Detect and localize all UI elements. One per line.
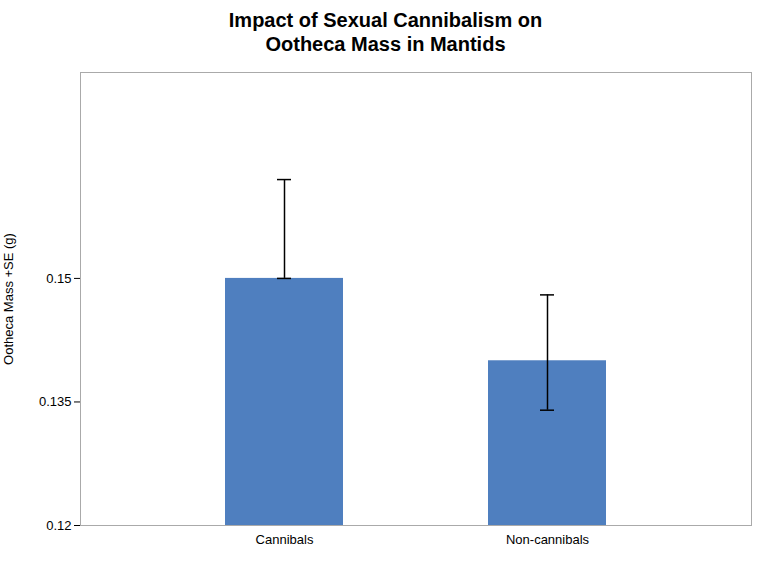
svg-text:Cannibals: Cannibals	[256, 532, 314, 547]
svg-text:0.15: 0.15	[46, 271, 71, 286]
svg-text:0.135: 0.135	[39, 394, 72, 409]
svg-text:Ootheca Mass +SE (g): Ootheca Mass +SE (g)	[1, 233, 16, 365]
svg-text:0.12: 0.12	[46, 518, 71, 533]
html-text:Impact of Sexual Cannibalism o: Impact of Sexual Cannibalism on Ootheca …	[228, 9, 543, 55]
svg-text:Non-cannibals: Non-cannibals	[506, 532, 590, 547]
